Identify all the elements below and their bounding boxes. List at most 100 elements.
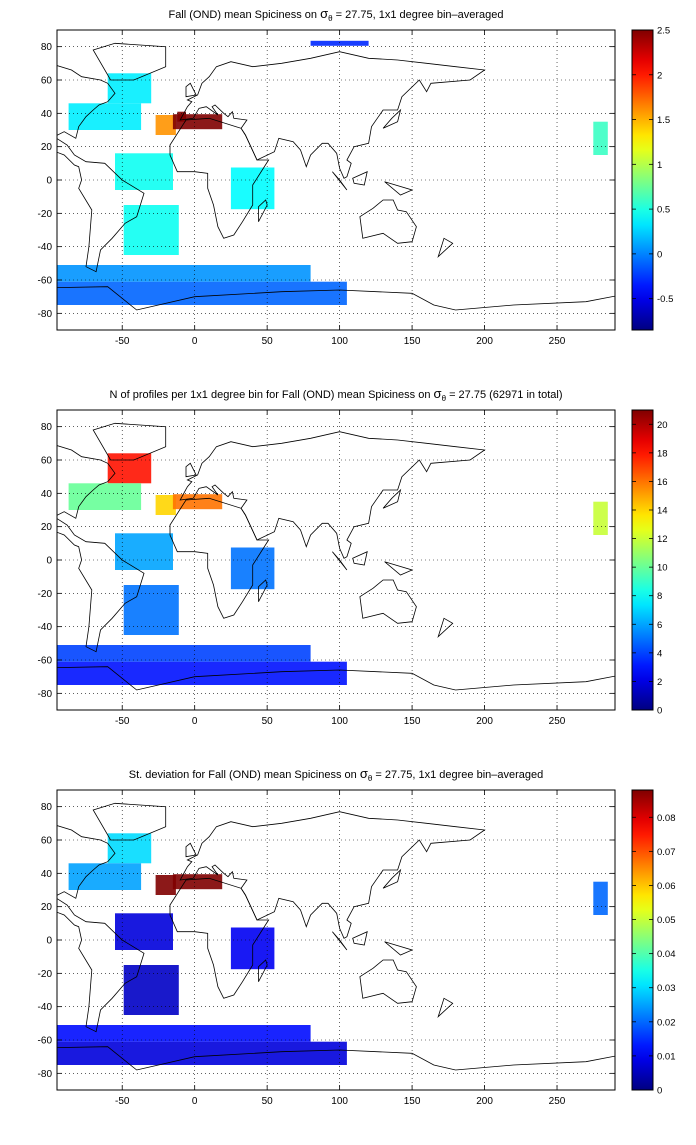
y-tick-label: 80 [41,422,53,433]
y-tick-label: 0 [46,556,52,567]
data-bin [57,1041,347,1065]
x-tick-label: -50 [115,1096,130,1107]
y-tick-label: 80 [41,42,53,53]
data-bin [57,1025,311,1042]
colorbar-tick-label: 14 [657,506,668,517]
y-tick-label: 80 [41,802,53,813]
y-tick-label: -40 [38,1002,53,1013]
coastline [57,65,145,273]
data-bins [57,453,608,685]
data-bin [57,265,311,282]
colorbar-tick-label: 0 [657,249,662,260]
data-bin [57,281,347,305]
coastline [169,497,270,619]
data-bin [123,965,179,1015]
colorbar: 0 2 4 6 8 10 12 14 16 18 20 [631,409,668,717]
data-bin [68,483,142,510]
y-tick-label: -60 [38,276,53,287]
coastline [179,811,486,939]
map-panel-3: St. deviation for Fall (OND) mean Spicin… [38,766,676,1107]
data-bin [593,881,608,915]
colorbar-tick-label: 16 [657,477,668,488]
coastline [437,237,454,259]
colorbar-tick-label: 8 [657,591,662,602]
data-bin [593,501,608,535]
colorbar-tick-label: 1 [657,160,662,171]
y-tick-label: -80 [38,309,53,320]
coastline [57,445,145,653]
coastlines [57,422,615,710]
data-bin [123,585,179,635]
data-bin [68,103,142,130]
colorbar-tick-label: 0.03 [657,983,676,994]
data-bin [172,494,223,510]
coastline [258,579,268,602]
colorbar-tick-label: 2 [657,677,662,688]
colorbar: -0.5 0 0.5 1 1.5 2 2.5 [631,26,673,331]
x-tick-label: 0 [192,336,198,347]
x-tick-label: 50 [262,336,274,347]
coastline [258,199,268,222]
coastline [57,286,615,330]
coastline [258,959,268,982]
colorbar-tick-label: 0.01 [657,1051,676,1062]
grid-lines [57,790,615,1090]
coastline [179,51,486,179]
data-bin [107,453,152,484]
data-bin [155,495,176,515]
coastline [359,959,417,1004]
y-tick-label: 60 [41,456,53,467]
y-tick-label: -80 [38,1069,53,1080]
x-tick-label: 50 [262,1096,274,1107]
x-tick-label: 0 [192,716,198,727]
colorbar-tick-label: 0.05 [657,915,676,926]
data-bin [115,533,173,570]
y-tick-label: -80 [38,689,53,700]
x-tick-label: 100 [331,716,348,727]
x-tick-label: 0 [192,1096,198,1107]
y-tick-label: -20 [38,589,53,600]
x-tick-label: -50 [115,716,130,727]
colorbar-scale [631,789,654,1091]
y-tick-label: 60 [41,76,53,87]
data-bin [310,40,369,46]
coastline [437,617,454,639]
colorbar-tick-label: 0.07 [657,847,676,858]
colorbar-tick-label: 12 [657,534,668,545]
coastline [437,997,454,1019]
panel-title: N of profiles per 1x1 degree bin for Fal… [109,386,562,403]
coastline [185,842,197,858]
y-tick-label: 60 [41,836,53,847]
map-panel-2: N of profiles per 1x1 degree bin for Fal… [38,386,668,727]
colorbar-scale [631,29,654,331]
x-tick-label: 200 [476,716,493,727]
data-bin [115,913,173,950]
x-tick-label: 250 [549,336,566,347]
y-tick-label: 40 [41,109,53,120]
x-tick-label: 150 [404,716,421,727]
colorbar-tick-label: 0.06 [657,881,676,892]
colorbar-tick-label: 0 [657,1086,662,1097]
data-bin [107,833,152,864]
y-tick-label: -20 [38,209,53,220]
y-tick-label: 0 [46,176,52,187]
x-tick-label: 100 [331,336,348,347]
coastline [57,825,145,1033]
data-bin [155,875,176,895]
coastline [384,941,414,956]
x-tick-label: 100 [331,1096,348,1107]
data-bin [123,205,179,255]
x-tick-label: 50 [262,716,274,727]
panel-title: Fall (OND) mean Spiciness on σθ = 27.75,… [168,6,503,23]
coastline [57,666,615,710]
data-bin [107,73,152,104]
coastline [169,117,270,239]
coastline [352,551,368,566]
data-bin [593,121,608,155]
coastline [185,82,197,98]
data-bin [172,874,223,890]
y-tick-label: -60 [38,656,53,667]
coastline [382,868,402,889]
coastline [352,931,368,946]
colorbar-tick-label: 6 [657,620,662,631]
